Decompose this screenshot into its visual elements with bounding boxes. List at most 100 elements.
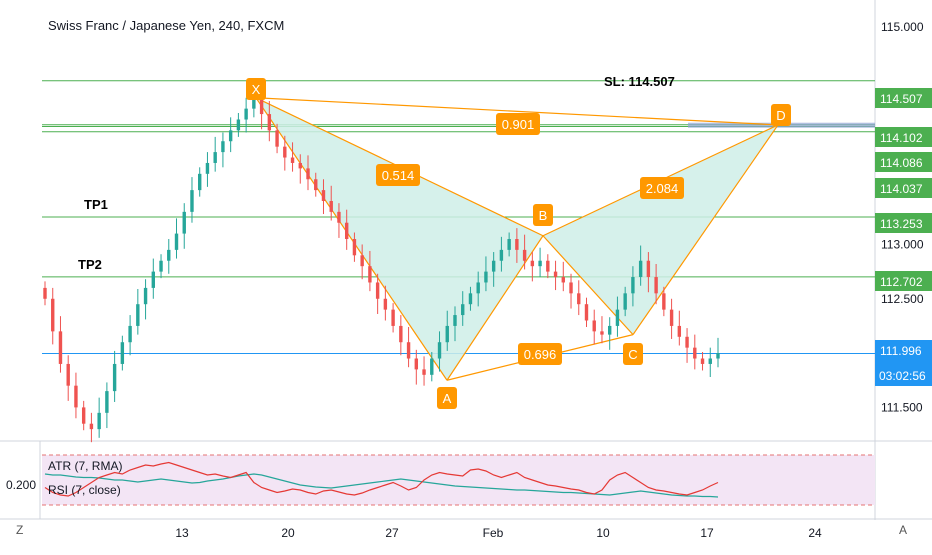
candle-body-77 (638, 260, 643, 278)
candle-body-0 (43, 287, 47, 299)
candle-body-56 (476, 282, 480, 294)
candle-body-62 (522, 249, 527, 261)
candle-body-60 (507, 239, 511, 250)
candle-body-75 (623, 293, 627, 310)
chart-title: Swiss Franc / Japanese Yen, 240, FXCM (48, 18, 284, 33)
pattern-point-3: C (628, 347, 637, 362)
candle-body-37 (329, 200, 333, 212)
candle-body-13 (143, 287, 148, 305)
price-tag-text-3: 114.037 (880, 182, 923, 196)
candle-body-28 (259, 97, 264, 115)
price-tag-2 (875, 152, 932, 172)
candle-body-3 (66, 363, 70, 386)
ratio-label-3: 0.901 (502, 117, 535, 132)
ratio-box-1 (518, 343, 562, 365)
timezone-button[interactable]: Z (16, 523, 23, 537)
candle-body-35 (314, 179, 318, 191)
candle-body-65 (546, 260, 550, 272)
price-tag-text-4: 113.253 (880, 217, 923, 231)
time-tick-3: Feb (483, 526, 504, 540)
candle-body-78 (646, 260, 651, 278)
candle-body-49 (422, 369, 426, 375)
candle-body-64 (538, 260, 542, 267)
time-tick-0: 13 (175, 526, 189, 540)
candle-body-2 (58, 331, 63, 364)
candle-body-84 (693, 347, 697, 359)
pattern-point-box-3 (623, 343, 643, 365)
candle-body-40 (352, 239, 357, 256)
price-tag-1 (875, 127, 932, 147)
axes-layer: 115.000 113.000 112.500 111.500 13 20 27 Feb 10 1… (16, 20, 924, 540)
candle-body-36 (321, 190, 326, 201)
atr-line (44, 473, 719, 498)
candle-body-1 (51, 298, 55, 332)
candle-body-16 (167, 249, 171, 261)
level-label-4: TP1 (84, 197, 108, 212)
candle-body-83 (685, 336, 689, 348)
candle-body-10 (120, 342, 125, 364)
auto-scale-button[interactable]: A (899, 523, 907, 537)
time-tick-2: 27 (385, 526, 399, 540)
candle-body-73 (608, 325, 612, 335)
candle-body-22 (213, 152, 217, 163)
candle-body-48 (414, 358, 419, 370)
level-label-5: TP2 (78, 257, 102, 272)
candle-body-69 (577, 293, 581, 305)
pattern-fill-xab (256, 97, 543, 381)
candle-body-55 (468, 293, 473, 305)
indicator-layer: ATR (7, RMA) RSI (7, close) 0.200 (6, 454, 875, 506)
candle-body-12 (136, 304, 140, 326)
ratio-box-3 (496, 113, 540, 135)
candle-body-29 (267, 114, 272, 131)
pattern-point-box-0 (246, 78, 266, 100)
candle-body-39 (344, 222, 349, 240)
indicator-tick: 0.200 (6, 478, 36, 492)
pattern-point-box-4 (771, 104, 791, 126)
candle-body-27 (252, 97, 256, 109)
candle-body-67 (561, 277, 565, 283)
candles-layer (43, 82, 720, 443)
candle-body-42 (368, 266, 372, 283)
candle-body-47 (406, 342, 411, 359)
candle-body-6 (89, 423, 94, 430)
countdown-text: 03:02:56 (879, 369, 926, 383)
time-tick-5: 17 (700, 526, 714, 540)
background-layer (0, 0, 932, 520)
price-tag-5 (875, 271, 932, 291)
ratio-label-0: 0.514 (382, 168, 415, 183)
time-tick-4: 10 (596, 526, 610, 540)
candle-body-38 (337, 211, 341, 223)
candle-body-14 (151, 271, 155, 288)
pattern-leg-7 (255, 97, 779, 126)
candle-body-74 (615, 309, 620, 326)
pattern-leg-3 (632, 124, 779, 335)
rsi-band (42, 455, 875, 505)
ratio-box-0 (376, 164, 420, 186)
price-tick-1: 113.000 (881, 237, 924, 251)
candle-body-58 (491, 260, 496, 272)
candle-body-34 (306, 168, 310, 180)
pattern-point-box-1 (437, 387, 457, 409)
level-label-0: SL: 114.507 (604, 74, 675, 89)
candle-body-81 (669, 309, 674, 326)
price-tick-0: 115.000 (881, 20, 924, 34)
candle-body-59 (499, 249, 504, 261)
candle-body-18 (182, 211, 186, 234)
current-price-tag (875, 340, 932, 386)
candle-body-11 (128, 325, 132, 343)
candle-body-32 (290, 157, 295, 163)
time-tick-1: 20 (281, 526, 295, 540)
atr-legend: ATR (7, RMA) (48, 459, 122, 473)
candle-body-21 (205, 162, 210, 174)
candle-body-7 (97, 412, 101, 430)
candle-body-53 (453, 315, 457, 326)
candle-body-57 (484, 271, 488, 283)
candle-body-72 (600, 331, 604, 335)
price-tick-3: 111.500 (881, 400, 923, 414)
price-tick-2: 112.500 (881, 292, 924, 306)
price-tag-4 (875, 213, 932, 233)
candle-body-17 (174, 233, 179, 250)
rsi-legend: RSI (7, close) (48, 483, 121, 497)
